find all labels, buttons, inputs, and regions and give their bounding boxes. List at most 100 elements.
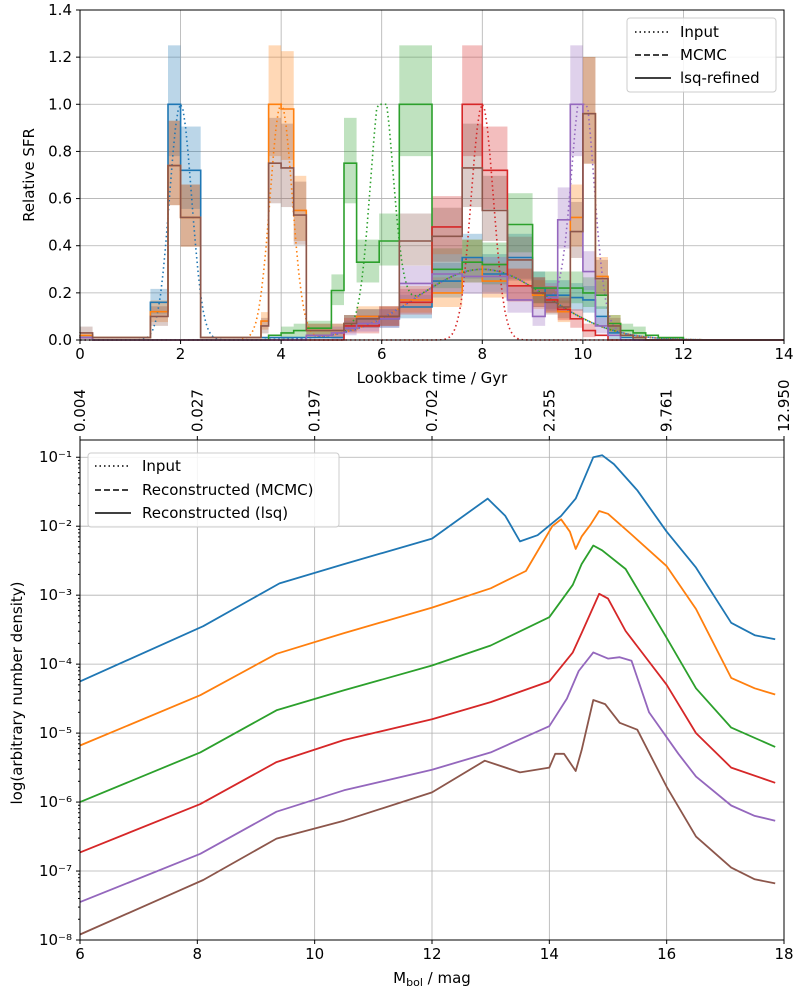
sfr-y-tick-label: 0.0 — [48, 331, 72, 349]
lf-series-line — [79, 454, 776, 683]
lf-y-tick-label: 10⁻⁷ — [39, 862, 72, 880]
lf-x-tick-label: 8 — [193, 945, 203, 963]
lf-top-tick-label: 0.004 — [71, 389, 89, 432]
lf-series-line — [79, 699, 776, 936]
lf-y-ticks: 10⁻⁸ 10⁻⁷ 10⁻⁶ 10⁻⁵ 10⁻⁴ 10⁻³ 10⁻² 10⁻¹ — [39, 448, 80, 949]
lf-legend: Input Reconstructed (MCMC) Reconstructed… — [87, 452, 340, 528]
lf-x-tick-label: 14 — [540, 945, 559, 963]
lf-top-tick-label: 9.761 — [658, 389, 676, 432]
lf-series-line — [79, 544, 776, 803]
sfr-legend-box — [626, 17, 777, 93]
sfr-uncertainty-band — [293, 181, 307, 245]
sfr-uncertainty-band — [180, 184, 201, 247]
sfr-uncertainty-band — [582, 251, 596, 291]
sfr-uncertainty-band — [482, 257, 508, 294]
sfr-x-tick-label: 12 — [674, 345, 693, 363]
sfr-y-tick-label: 0.8 — [48, 142, 72, 160]
sfr-uncertainty-band — [399, 265, 432, 300]
lf-top-tick-label: 2.255 — [540, 389, 558, 432]
sfr-uncertainty-band — [293, 175, 307, 241]
sfr-step-series — [79, 112, 784, 341]
lf-x-tick-label: 18 — [774, 945, 793, 963]
lf-x-tick-label: 6 — [75, 945, 85, 963]
luminosity-function-panel: 6 8 10 12 14 16 18 10⁻⁸ 10⁻⁷ 10⁻⁶ 10⁻⁵ 10⁻⁴ 10⁻³ 10⁻… — [8, 380, 794, 990]
lf-x-axis-label: Mbol / mag — [393, 969, 471, 989]
sfr-uncertainty-band — [432, 196, 463, 255]
sfr-y-tick-label: 0.2 — [48, 284, 72, 302]
lf-y-tick-label: 10⁻¹ — [39, 448, 72, 466]
sfr-uncertainty-band — [356, 239, 380, 283]
sfr-y-tick-label: 0.4 — [48, 237, 72, 255]
lf-y-tick-label: 10⁻³ — [39, 586, 72, 604]
sfr-uncertainty-band — [399, 45, 432, 157]
sfr-uncertainty-band — [570, 201, 583, 258]
sfr-panel: 0 2 4 6 8 10 12 14 0.0 0.2 0.4 0.6 0.8 1.0 1.2 1.4 Loo… — [20, 1, 794, 387]
lf-series-line — [79, 510, 776, 747]
lf-series-line — [79, 592, 776, 854]
legend-lf-lsq-label: Reconstructed (lsq) — [142, 504, 288, 522]
sfr-uncertainty-band — [582, 56, 596, 164]
lf-x-tick-label: 12 — [422, 945, 441, 963]
lf-x-ticks: 6 8 10 12 14 16 18 — [75, 940, 794, 963]
sfr-uncertainty-band — [482, 262, 508, 298]
sfr-uncertainty-band — [462, 123, 483, 208]
lf-x-label-main: M — [393, 969, 406, 987]
sfr-uncertainty-band — [570, 45, 583, 157]
lf-y-tick-label: 10⁻⁵ — [39, 724, 72, 742]
sfr-uncertainty-band — [268, 45, 282, 157]
sfr-y-tick-label: 0.6 — [48, 190, 72, 208]
legend-lf-mcmc-label: Reconstructed (MCMC) — [142, 481, 313, 499]
lf-y-tick-label: 10⁻⁴ — [39, 655, 72, 673]
lf-top-tick-label: 0.702 — [423, 389, 441, 432]
sfr-uncertainty-band — [180, 126, 201, 209]
lf-series — [79, 454, 776, 936]
lf-x-tick-label: 16 — [657, 945, 676, 963]
sfr-y-axis-label: Relative SFR — [20, 128, 38, 222]
sfr-x-tick-label: 0 — [75, 345, 85, 363]
sfr-uncertainty-band — [582, 56, 596, 164]
sfr-x-axis-label: Lookback time / Gyr — [357, 369, 509, 387]
sfr-x-tick-label: 4 — [276, 345, 286, 363]
sfr-x-tick-label: 6 — [377, 345, 387, 363]
sfr-uncertainty-band — [268, 117, 282, 204]
sfr-uncertainty-band — [281, 123, 294, 208]
sfr-uncertainty-band — [462, 257, 483, 294]
sfr-y-ticks: 0.0 0.2 0.4 0.6 0.8 1.0 1.2 1.4 — [48, 1, 80, 349]
sfr-uncertainty-band — [482, 242, 508, 285]
legend-input-label: Input — [680, 23, 719, 41]
lf-top-tick-label: 12.950 — [775, 380, 793, 433]
sfr-uncertainty-band — [482, 126, 508, 209]
lf-x-tick-label: 10 — [305, 945, 324, 963]
lf-top-tick-label: 0.197 — [306, 389, 324, 432]
sfr-uncertainty-band — [168, 45, 181, 157]
sfr-uncertainty-band — [432, 254, 463, 292]
lf-x-label-suffix: / mag — [423, 969, 471, 987]
sfr-x-tick-label: 14 — [774, 345, 793, 363]
lf-series-line — [79, 651, 776, 903]
sfr-axes-frame — [79, 9, 785, 341]
sfr-uncertainty-band — [507, 193, 533, 253]
sfr-uncertainty-band — [344, 117, 357, 204]
lf-y-tick-label: 10⁻⁶ — [39, 793, 72, 811]
lf-y-axis-label: log(arbitrary number density) — [8, 582, 26, 805]
sfr-uncertainty-band — [507, 236, 533, 281]
sfr-uncertainty-band — [379, 213, 400, 266]
sfr-uncertainty-band — [507, 233, 533, 279]
legend-lsq-label: lsq-refined — [680, 69, 760, 87]
sfr-uncertainty-band — [168, 120, 181, 206]
sfr-uncertainty-band — [595, 257, 608, 294]
legend-lf-input-label: Input — [142, 457, 181, 475]
sfr-uncertainty-band — [281, 51, 294, 160]
sfr-uncertainty-band — [432, 207, 463, 262]
lf-y-tick-label: 10⁻⁸ — [39, 931, 72, 949]
sfr-x-tick-label: 2 — [176, 345, 186, 363]
sfr-step-series — [79, 103, 784, 341]
sfr-uncertainty-band — [180, 184, 201, 247]
sfr-uncertainty-band — [595, 259, 608, 296]
legend-mcmc-label: MCMC — [680, 46, 727, 64]
sfr-uncertainty-band — [399, 213, 432, 266]
lf-top-tick-label: 0.027 — [188, 389, 206, 432]
sfr-legend: Input MCMC lsq-refined — [626, 17, 777, 93]
sfr-uncertainty-band — [557, 187, 571, 249]
